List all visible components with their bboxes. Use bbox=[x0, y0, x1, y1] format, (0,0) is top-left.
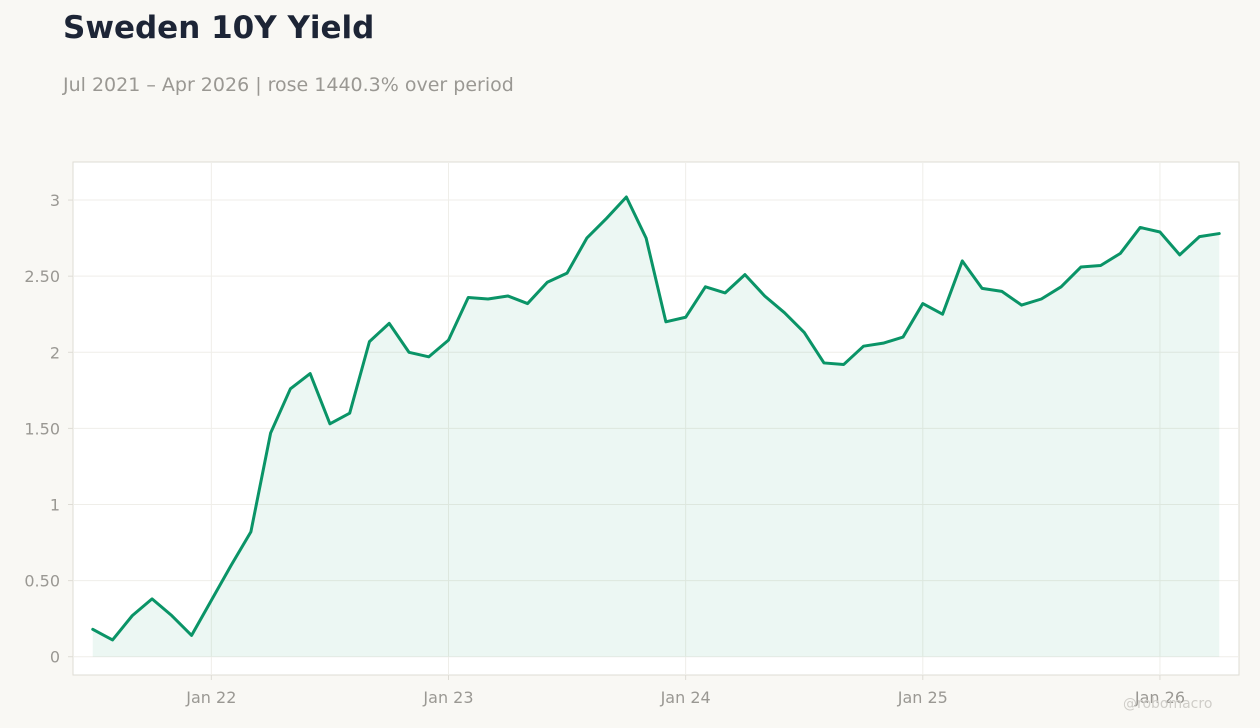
y-axis: 0 0.50 1 1.50 2 2.50 3 bbox=[24, 191, 73, 667]
x-axis: Jan 22 Jan 23 Jan 24 Jan 25 Jan 26 bbox=[185, 675, 1185, 707]
x-tick-label: Jan 24 bbox=[660, 688, 711, 707]
watermark: @robomacro bbox=[1123, 696, 1212, 712]
x-tick-label: Jan 22 bbox=[185, 688, 236, 707]
x-tick-label: Jan 23 bbox=[422, 688, 473, 707]
y-tick-label: 0.50 bbox=[24, 572, 60, 591]
y-tick-label: 2 bbox=[50, 343, 60, 362]
y-tick-label: 0 bbox=[50, 648, 60, 667]
y-tick-label: 1.50 bbox=[24, 419, 60, 438]
y-tick-label: 3 bbox=[50, 191, 60, 210]
y-tick-label: 1 bbox=[50, 496, 60, 515]
y-tick-label: 2.50 bbox=[24, 267, 60, 286]
x-tick-label: Jan 25 bbox=[897, 688, 948, 707]
